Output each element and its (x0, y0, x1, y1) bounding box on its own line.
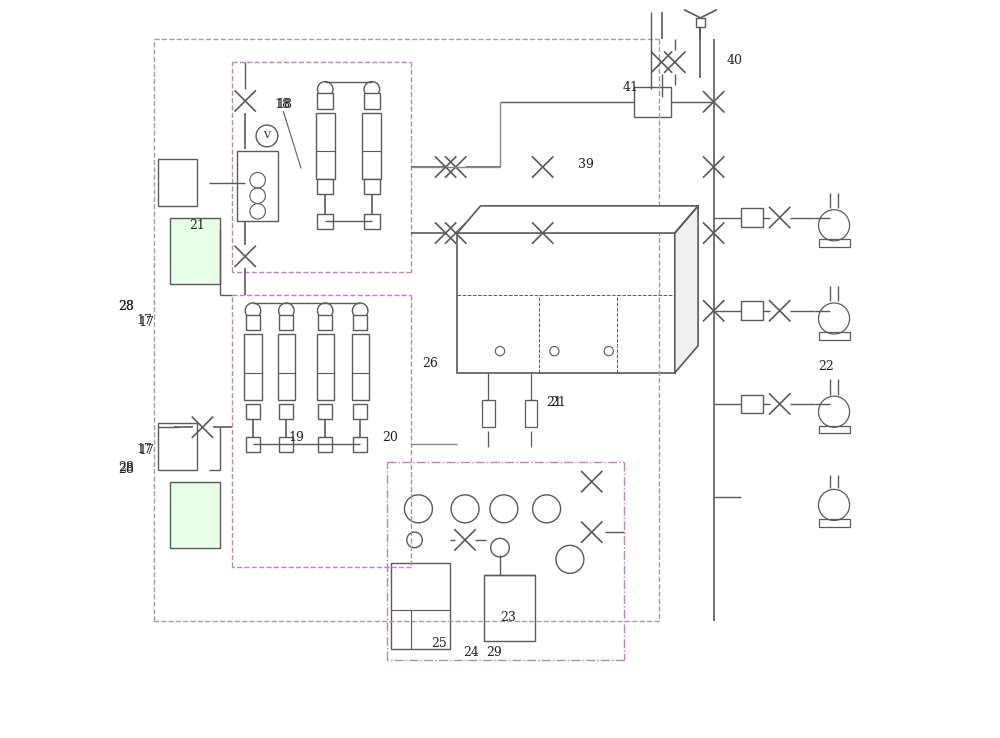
Bar (696, 18, 705, 27)
Circle shape (634, 216, 641, 222)
Bar (318, 437, 332, 452)
Text: 18: 18 (275, 98, 291, 111)
Circle shape (634, 222, 641, 228)
Text: 24: 24 (463, 646, 479, 659)
Text: V: V (263, 131, 270, 140)
Text: 17: 17 (139, 444, 155, 457)
Circle shape (510, 216, 516, 222)
Text: 17: 17 (139, 316, 155, 329)
Bar (741, 208, 763, 227)
Bar (317, 179, 333, 194)
Circle shape (659, 216, 665, 222)
Bar (318, 314, 332, 330)
Text: 17: 17 (136, 314, 152, 326)
Circle shape (560, 210, 566, 216)
Bar (170, 482, 220, 548)
Bar (482, 400, 495, 427)
Text: 17: 17 (136, 443, 152, 455)
Bar (279, 314, 293, 330)
Text: 28: 28 (118, 463, 134, 477)
Circle shape (585, 216, 591, 222)
Text: 29: 29 (486, 646, 502, 659)
Bar (634, 87, 671, 117)
Circle shape (585, 210, 591, 216)
Bar (362, 113, 381, 179)
Bar (819, 333, 850, 340)
Text: 39: 39 (578, 158, 594, 171)
Bar (317, 213, 333, 230)
Bar (364, 179, 380, 194)
Bar (391, 563, 450, 649)
Bar (237, 151, 278, 221)
Text: 18: 18 (276, 98, 292, 111)
Text: 20: 20 (382, 431, 398, 444)
Circle shape (485, 216, 491, 222)
Circle shape (510, 210, 516, 216)
Bar (353, 437, 367, 452)
Bar (158, 424, 197, 470)
Circle shape (560, 216, 566, 222)
Bar (278, 334, 295, 400)
Bar (246, 314, 260, 330)
Bar (246, 437, 260, 452)
Polygon shape (675, 206, 698, 373)
Bar (317, 93, 333, 108)
Text: 25: 25 (432, 637, 447, 649)
Circle shape (485, 210, 491, 216)
Bar (170, 218, 220, 283)
Bar (525, 400, 537, 427)
Circle shape (634, 210, 641, 216)
Bar (244, 334, 262, 400)
Circle shape (610, 216, 616, 222)
Circle shape (560, 222, 566, 228)
Bar (741, 301, 763, 320)
Text: 21: 21 (550, 396, 566, 409)
Text: 28: 28 (118, 300, 134, 314)
Text: 23: 23 (500, 611, 516, 624)
Circle shape (535, 222, 541, 228)
Bar (819, 239, 850, 247)
Polygon shape (457, 206, 698, 233)
Bar (279, 437, 293, 452)
Bar (353, 314, 367, 330)
Circle shape (535, 216, 541, 222)
Text: 26: 26 (422, 357, 438, 370)
Bar (364, 93, 380, 108)
Text: 21: 21 (189, 218, 205, 232)
Text: 21: 21 (547, 396, 562, 409)
Text: 19: 19 (289, 431, 305, 444)
Bar (819, 519, 850, 527)
Circle shape (510, 222, 516, 228)
Text: 41: 41 (623, 80, 639, 94)
Circle shape (610, 210, 616, 216)
Bar (353, 404, 367, 419)
Bar (316, 113, 335, 179)
Bar (317, 334, 334, 400)
Bar (352, 334, 369, 400)
Bar (457, 233, 675, 373)
Bar (484, 575, 535, 641)
Bar (279, 404, 293, 419)
Circle shape (659, 222, 665, 228)
Circle shape (610, 222, 616, 228)
Text: 22: 22 (819, 360, 834, 373)
Bar (364, 213, 380, 230)
Bar (819, 426, 850, 433)
Circle shape (535, 210, 541, 216)
Bar (246, 404, 260, 419)
Circle shape (659, 210, 665, 216)
Circle shape (485, 222, 491, 228)
Bar (318, 404, 332, 419)
Bar (741, 395, 763, 413)
Text: 40: 40 (727, 54, 743, 67)
Text: 28: 28 (118, 461, 134, 474)
Bar (158, 159, 197, 206)
Text: 28: 28 (118, 300, 134, 314)
Circle shape (585, 222, 591, 228)
